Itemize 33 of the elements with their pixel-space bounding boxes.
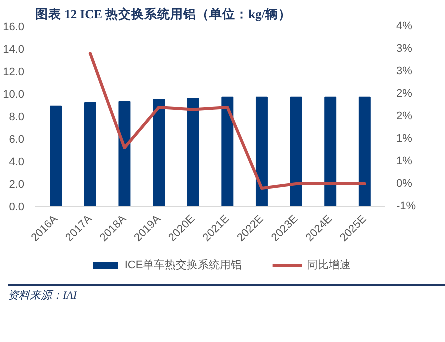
bar [290,96,302,206]
y2-tick-label: -1% [396,200,416,212]
y2-tick-label: 3% [396,66,413,78]
bar [153,99,166,206]
y-tick-label: 8.0 [9,112,25,124]
bar [324,96,337,206]
bar [84,102,96,206]
bar [50,106,62,206]
bar [222,96,234,206]
bar [256,96,268,206]
y-tick-label: 16.0 [3,22,25,34]
y-tick-label: 0.0 [9,202,25,214]
bar [118,101,131,206]
y-tick-label: 2.0 [9,179,25,191]
line-series [88,52,366,190]
legend-label: ICE单车热交换系统用铝 [124,258,242,272]
y-tick-label: 14.0 [3,44,25,56]
y-tick-label: 10.0 [3,89,25,101]
y2-tick-label: 2% [396,88,413,100]
y2-tick-label: 0% [396,178,413,190]
text: 资料来源：IAI [8,289,78,304]
y2-tick-label: 2% [396,110,413,122]
y2-tick-label: 4% [396,20,413,32]
y-tick-label: 6.0 [9,134,25,146]
legend-label: 同比增速 [307,258,352,272]
y-tick-label: 4.0 [9,156,25,168]
y2-tick-label: 1% [396,156,413,168]
bar [187,98,200,206]
y2-tick-label: 3% [396,43,413,55]
bar [358,96,371,206]
y-tick-label: 12.0 [3,66,25,78]
chart-title: 图表 12 ICE 热交换系统用铝（单位：kg/辆） [36,6,292,22]
y2-tick-label: 1% [396,133,413,145]
